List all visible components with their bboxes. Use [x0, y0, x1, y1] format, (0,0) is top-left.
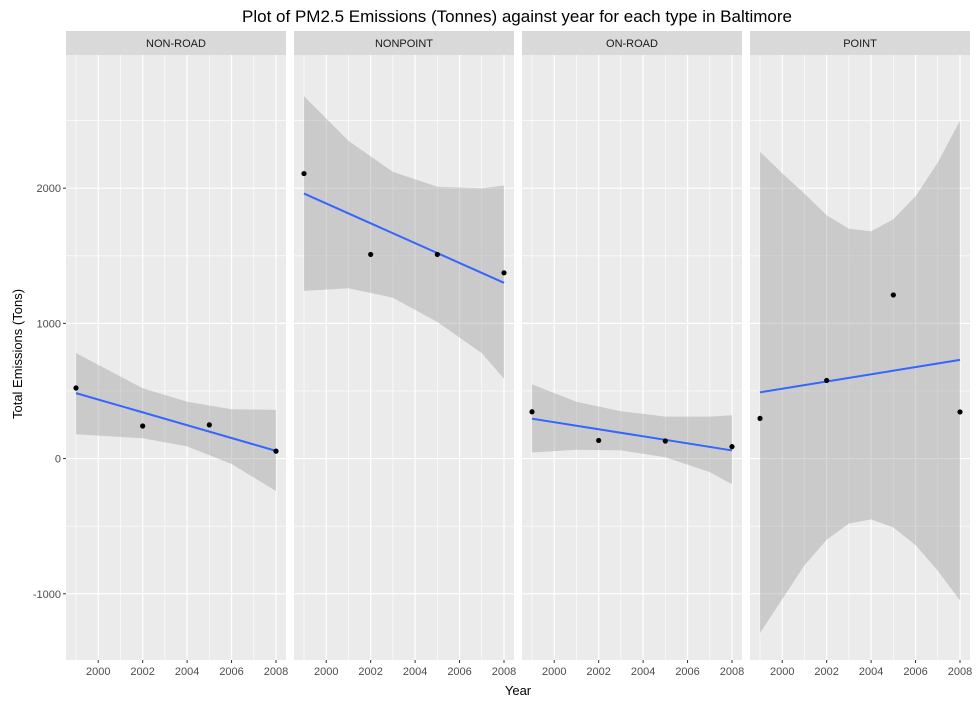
x-tick-label: 2002	[586, 666, 610, 678]
y-tick-label: -1000	[33, 589, 61, 601]
data-point	[824, 377, 830, 384]
x-tick-label: 2002	[358, 666, 382, 678]
panel-background	[66, 55, 286, 660]
data-point	[662, 438, 668, 444]
regression-line	[75, 392, 277, 452]
x-tick-label: 2006	[675, 666, 699, 678]
chart-title: Plot of PM2.5 Emissions (Tonnes) against…	[242, 7, 792, 26]
x-tick-label: 2004	[859, 666, 883, 678]
facet-strip	[66, 31, 286, 55]
facet-panel-non-road: NON-ROAD 2000 2002 2004 2006 2008	[66, 31, 288, 678]
x-tick-label: 2000	[86, 666, 110, 678]
data-point	[206, 422, 212, 428]
panels-layer: NON-ROAD 2000 2002 2004 2006 2008 NONPOINT 2000…	[66, 31, 972, 678]
data-point	[529, 409, 535, 415]
panel-background	[294, 55, 514, 660]
x-tick-label: 2006	[219, 666, 243, 678]
facet-panel-on-road: ON-ROAD 2000 2002 2004 2006 2008	[522, 31, 744, 678]
data-point	[273, 448, 279, 454]
facet-strip-label: NON-ROAD	[146, 38, 206, 50]
facet-strip	[522, 31, 742, 55]
facet-strip	[294, 31, 514, 55]
x-tick-label: 2008	[720, 666, 744, 678]
y-tick-label: 1000	[37, 318, 61, 330]
x-tick-label: 2004	[175, 666, 199, 678]
x-tick-label: 2008	[264, 666, 288, 678]
y-tick-label: 0	[55, 454, 61, 466]
regression-line	[303, 192, 505, 284]
data-point	[73, 385, 79, 391]
x-tick-label: 2000	[314, 666, 338, 678]
data-point	[957, 409, 963, 415]
facet-strip-label: POINT	[843, 38, 877, 50]
data-point	[140, 423, 146, 429]
x-tick-label: 2004	[403, 666, 427, 678]
x-tick-label: 2002	[130, 666, 154, 678]
data-point	[596, 437, 602, 444]
x-axis-title: Year	[505, 683, 532, 698]
facet-strip	[750, 31, 970, 55]
facet-panel-point: POINT 2000 2002 2004 2006 2008	[750, 31, 972, 678]
panel-background	[750, 55, 970, 660]
data-point	[434, 251, 440, 258]
x-tick-label: 2004	[631, 666, 655, 678]
data-point	[501, 270, 507, 276]
x-tick-label: 2000	[770, 666, 794, 678]
x-tick-label: 2002	[814, 666, 838, 678]
regression-line	[531, 417, 733, 452]
y-axis: -1000 0 1000 2000	[33, 183, 66, 601]
data-point	[890, 292, 896, 298]
regression-line	[759, 358, 961, 394]
facet-strip-label: NONPOINT	[375, 38, 433, 50]
x-tick-label: 2000	[542, 666, 566, 678]
data-point	[301, 170, 307, 177]
y-tick-label: 2000	[37, 183, 61, 195]
data-point	[757, 415, 763, 422]
panel-background	[522, 55, 742, 660]
data-point	[368, 251, 374, 258]
x-tick-label: 2008	[948, 666, 972, 678]
y-axis-title: Total Emissions (Tons)	[10, 289, 25, 419]
data-point	[729, 444, 735, 450]
x-tick-label: 2006	[447, 666, 471, 678]
facet-strip-label: ON-ROAD	[606, 38, 658, 50]
facet-panel-nonpoint: NONPOINT 2000 2002 2004 2006 2008	[294, 31, 516, 678]
x-tick-label: 2006	[903, 666, 927, 678]
x-tick-label: 2008	[492, 666, 516, 678]
